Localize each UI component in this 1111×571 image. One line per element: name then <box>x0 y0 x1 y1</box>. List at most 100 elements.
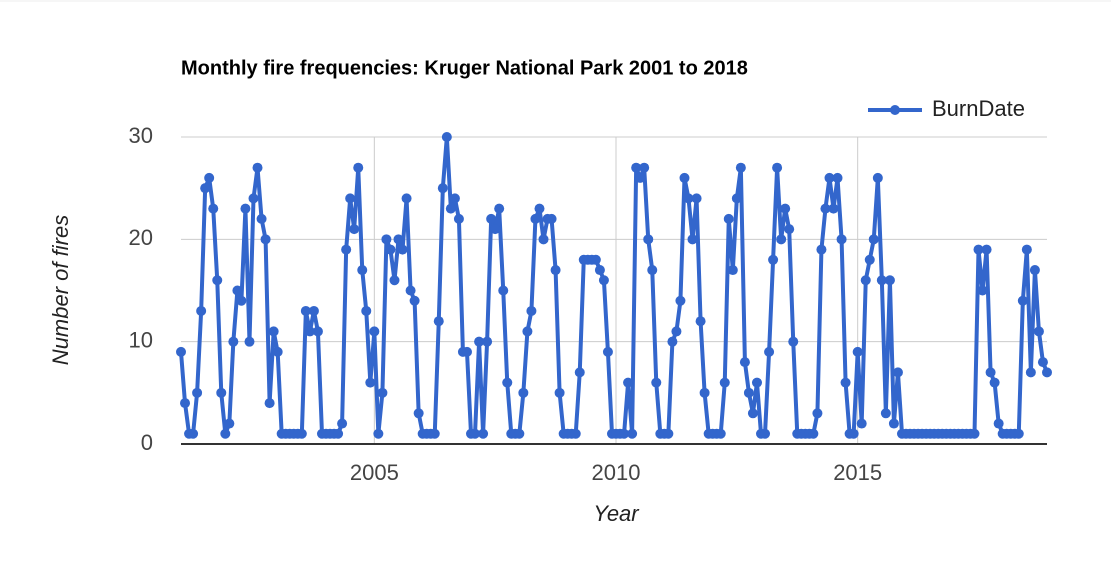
data-point <box>401 193 412 204</box>
data-point <box>433 316 444 327</box>
data-point <box>772 162 783 173</box>
x-tick-label: 2010 <box>592 460 641 485</box>
data-point <box>244 336 255 347</box>
data-point <box>884 275 895 286</box>
data-point <box>409 295 420 306</box>
data-point <box>623 377 634 388</box>
x-axis-title: Year <box>593 501 640 526</box>
data-point <box>526 305 537 316</box>
data-point <box>461 346 472 357</box>
data-point <box>691 193 702 204</box>
data-point <box>776 234 787 245</box>
data-point <box>449 193 460 204</box>
data-point <box>453 213 464 224</box>
data-point <box>1025 367 1036 378</box>
data-point <box>764 346 775 357</box>
data-point <box>470 428 481 439</box>
data-point <box>1029 265 1040 276</box>
data-point <box>252 162 263 173</box>
data-point <box>631 162 642 173</box>
data-point <box>474 336 485 347</box>
data-point <box>836 234 847 245</box>
data-point <box>212 275 223 286</box>
data-point <box>486 213 497 224</box>
data-point <box>981 244 992 255</box>
data-point <box>667 336 678 347</box>
data-point <box>675 295 686 306</box>
data-point <box>385 244 396 255</box>
data-point <box>574 367 585 378</box>
data-point <box>494 203 505 214</box>
data-point <box>727 265 738 276</box>
data-point <box>695 316 706 327</box>
data-point <box>256 213 267 224</box>
data-point <box>554 387 565 398</box>
data-point <box>240 203 251 214</box>
data-point <box>1013 428 1024 439</box>
data-point <box>663 428 674 439</box>
data-point <box>598 275 609 286</box>
y-tick-label: 0 <box>141 430 153 455</box>
data-point <box>973 244 984 255</box>
data-point <box>498 285 509 296</box>
data-point <box>389 275 400 286</box>
data-point <box>699 387 710 398</box>
data-point <box>272 346 283 357</box>
data-point <box>780 203 791 214</box>
data-point <box>860 275 871 286</box>
data-point <box>993 418 1004 429</box>
data-point <box>353 162 364 173</box>
data-point <box>723 213 734 224</box>
data-point <box>788 336 799 347</box>
data-point <box>345 193 356 204</box>
data-point <box>1042 367 1052 378</box>
data-point <box>1021 244 1032 255</box>
data-point <box>260 234 271 245</box>
data-point <box>365 377 376 388</box>
data-point <box>224 418 235 429</box>
data-point <box>478 428 489 439</box>
data-point <box>188 428 199 439</box>
data-point <box>647 265 658 276</box>
y-axis-title: Number of fires <box>48 215 73 365</box>
data-point <box>192 387 203 398</box>
data-point <box>373 428 384 439</box>
data-point <box>208 203 219 214</box>
data-point <box>1033 326 1044 337</box>
y-tick-label: 20 <box>129 225 153 250</box>
data-point <box>671 326 682 337</box>
data-line <box>179 135 1049 436</box>
data-point <box>522 326 533 337</box>
data-point <box>204 172 215 183</box>
data-point <box>639 162 650 173</box>
data-point <box>405 285 416 296</box>
data-point <box>530 213 541 224</box>
data-point <box>888 418 899 429</box>
data-point <box>635 172 646 183</box>
data-point <box>735 162 746 173</box>
data-point <box>268 326 279 337</box>
data-point <box>349 224 360 235</box>
data-point <box>977 285 988 296</box>
legend-marker <box>890 105 900 115</box>
data-point <box>590 254 601 265</box>
data-point <box>304 326 315 337</box>
data-point <box>868 234 879 245</box>
data-point <box>534 203 545 214</box>
data-point <box>312 326 323 337</box>
data-point <box>220 428 231 439</box>
data-point <box>300 305 311 316</box>
y-tick-label: 10 <box>129 327 153 352</box>
data-point <box>337 418 348 429</box>
data-point <box>679 172 690 183</box>
data-point <box>441 132 452 142</box>
data-point <box>619 428 630 439</box>
data-point <box>437 183 448 194</box>
data-point <box>1017 295 1028 306</box>
data-point <box>784 224 795 235</box>
data-point <box>768 254 779 265</box>
data-point <box>570 428 581 439</box>
data-point <box>381 234 392 245</box>
